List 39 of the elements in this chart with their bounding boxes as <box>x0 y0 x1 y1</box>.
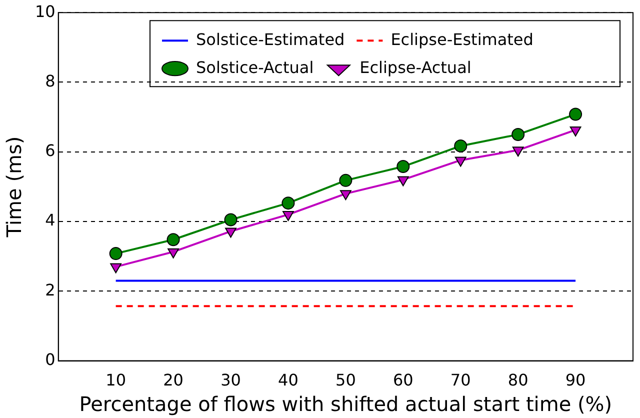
point <box>512 146 524 157</box>
point <box>454 156 466 167</box>
point <box>110 263 122 274</box>
x-tick-label: 70 <box>450 370 471 390</box>
legend-label: Eclipse-Actual <box>360 58 472 77</box>
x-tick-label: 50 <box>336 370 356 390</box>
point <box>454 139 468 152</box>
point <box>168 248 179 258</box>
point <box>166 233 180 246</box>
x-axis-title: Percentage of flows with shifted actual start time (%) <box>79 392 612 416</box>
legend-label: Solstice-Actual <box>196 58 314 77</box>
y-tick-label: 6 <box>45 141 56 160</box>
y-axis-title: Time (ms) <box>2 136 26 238</box>
x-tick-label: 80 <box>508 370 528 390</box>
point <box>282 196 295 210</box>
point <box>339 174 352 187</box>
x-tick-label: 60 <box>392 370 414 390</box>
point <box>396 160 410 174</box>
legend-label: Solstice-Estimated <box>196 30 345 49</box>
x-tick-label: 90 <box>565 370 586 390</box>
point <box>224 213 238 226</box>
x-tick-label: 30 <box>220 370 241 390</box>
point <box>512 128 525 141</box>
point <box>225 228 236 238</box>
point <box>109 247 122 260</box>
x-tick-label: 40 <box>278 370 298 390</box>
x-tick-label: 20 <box>163 370 184 390</box>
x-tick-label: 10 <box>106 370 126 390</box>
y-tick-label: 10 <box>35 2 56 21</box>
point <box>569 108 582 121</box>
point <box>340 190 352 200</box>
y-tick-label: 4 <box>45 210 56 230</box>
point <box>397 176 409 186</box>
y-tick-label: 2 <box>45 280 56 300</box>
legend-label: Eclipse-Estimated <box>390 30 534 49</box>
y-tick-label: 0 <box>45 350 56 369</box>
point <box>282 211 294 222</box>
point <box>570 126 582 136</box>
y-tick-label: 8 <box>45 71 56 90</box>
